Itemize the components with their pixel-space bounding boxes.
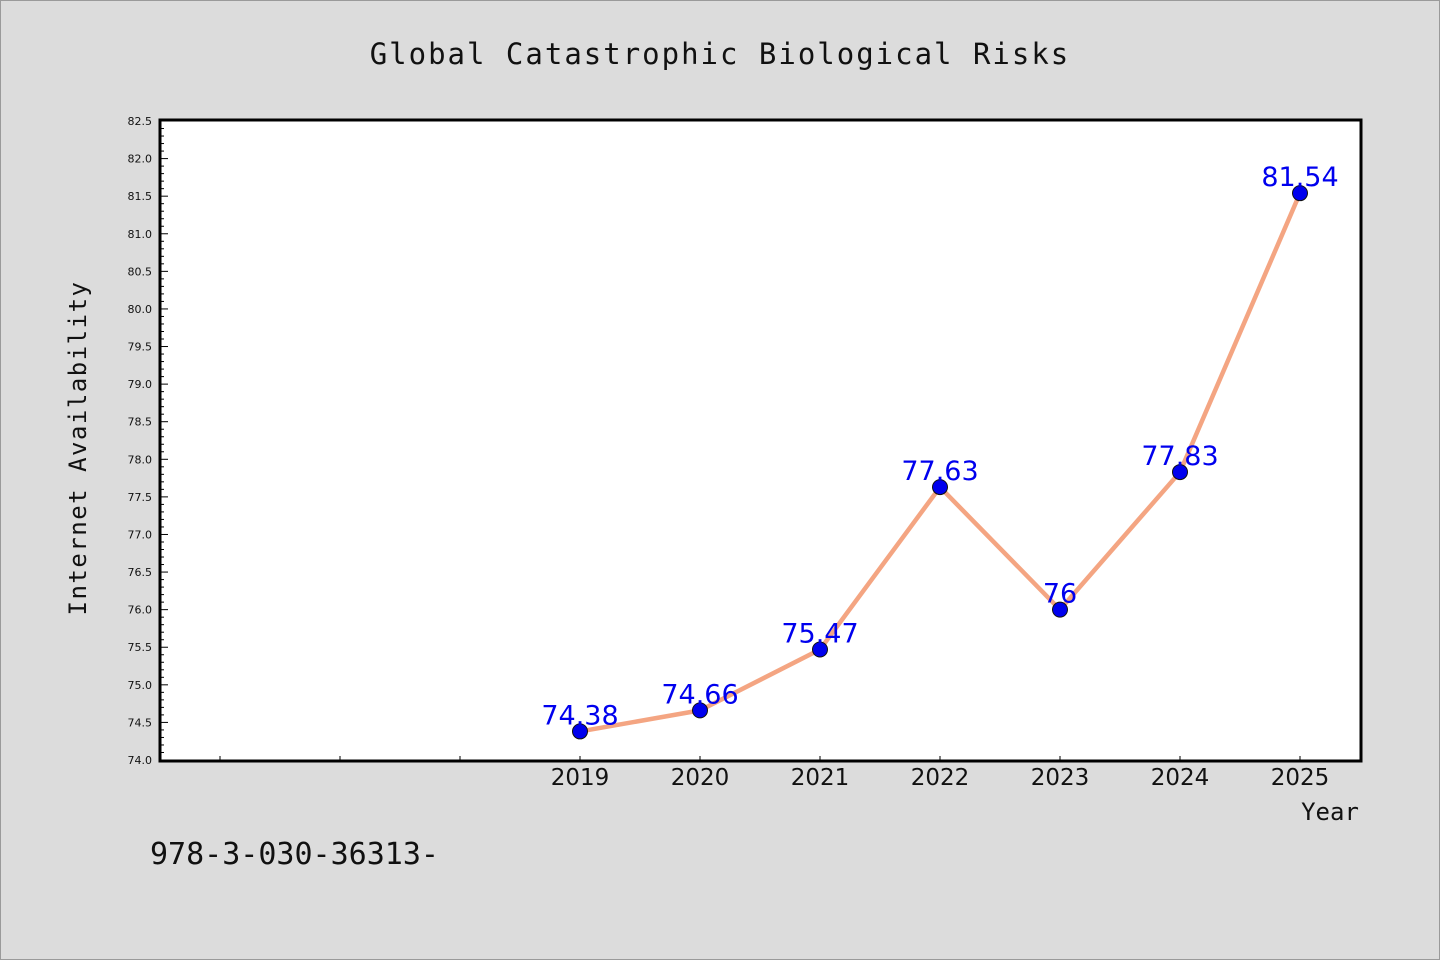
data-point-marker (1172, 464, 1188, 481)
x-axis: 2019 2020 2021 2022 2023 2024 2025 (219, 756, 1330, 791)
y-tick-label: 76.5 (128, 566, 153, 579)
data-point-label: 77.83 (1141, 441, 1218, 472)
footer-code: 978-3-030-36313- (150, 837, 439, 872)
x-tick-label: 2025 (1271, 765, 1330, 791)
y-tick-label: 75.5 (128, 641, 153, 654)
data-point-label: 76 (1043, 579, 1077, 610)
y-tick-label: 74.0 (128, 754, 153, 767)
y-tick-label: 80.5 (128, 265, 153, 278)
data-point-label: 81.54 (1261, 162, 1338, 193)
data-point-label: 74.66 (661, 679, 738, 710)
plot-area (158, 118, 1363, 763)
y-tick-label: 74.5 (128, 716, 153, 729)
y-tick-label: 82.5 (128, 115, 153, 128)
x-tick-label: 2022 (911, 765, 970, 791)
x-tick-label: 2021 (791, 765, 850, 791)
y-tick-label: 77.5 (128, 491, 153, 504)
y-tick-label: 82.0 (128, 153, 153, 166)
x-tick-label: 2019 (551, 765, 610, 791)
y-tick-label: 81.0 (128, 228, 153, 241)
data-point-label: 77.63 (901, 456, 978, 487)
data-point-marker (572, 723, 588, 740)
x-tick-label: 2024 (1151, 765, 1210, 791)
data-point-marker (692, 702, 708, 719)
y-tick-label: 78.5 (128, 416, 153, 429)
data-labels: 74.38 74.66 75.47 77.63 76 77.83 81.54 (541, 162, 1338, 731)
data-point-marker (1052, 601, 1068, 618)
x-tick-label: 2020 (671, 765, 730, 791)
y-axis-label: Internet Availability (64, 281, 92, 616)
data-point-marker (932, 479, 948, 496)
y-tick-label: 76.0 (128, 604, 153, 617)
data-markers (572, 185, 1308, 740)
x-axis-label: Year (1301, 798, 1359, 826)
y-tick-label: 80.0 (128, 303, 153, 316)
x-tick-label: 2023 (1031, 765, 1090, 791)
y-axis: 74.0 74.5 75.0 75.5 76.0 76.5 77.0 77.5 78.0 78.5… (128, 115, 168, 767)
y-tick-label: 79.0 (128, 378, 153, 391)
y-tick-label: 77.0 (128, 528, 153, 541)
data-point-label: 75.47 (781, 618, 858, 649)
y-tick-label: 78.0 (128, 453, 153, 466)
y-tick-label: 79.5 (128, 341, 153, 354)
data-point-label: 74.38 (541, 700, 618, 731)
data-point-marker (812, 641, 828, 658)
y-tick-label: 81.5 (128, 190, 153, 203)
y-tick-label: 75.0 (128, 679, 153, 692)
data-point-marker (1292, 185, 1308, 202)
chart-title: Global Catastrophic Biological Risks (370, 37, 1071, 71)
